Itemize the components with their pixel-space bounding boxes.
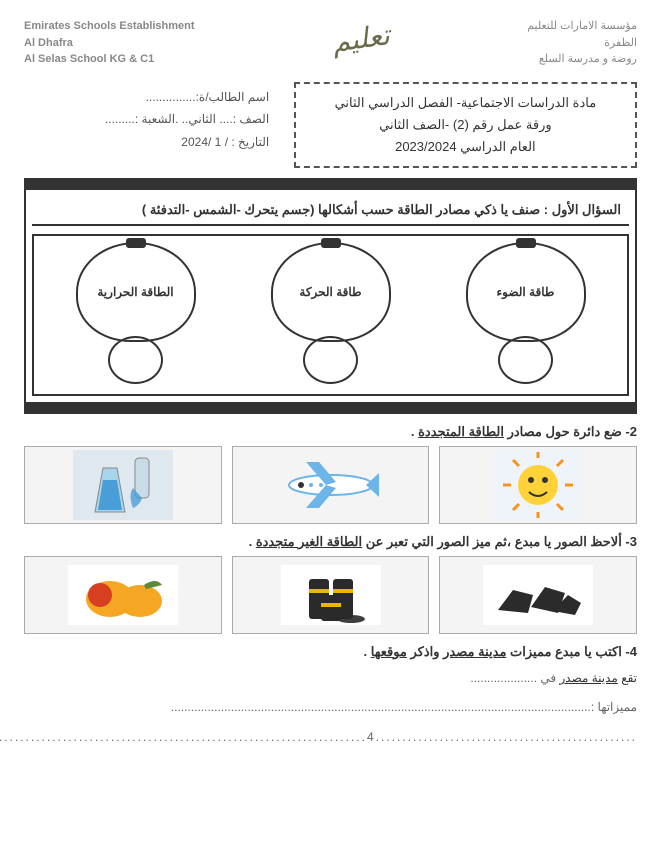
q1-frame: السؤال الأول : صنف يا ذكي مصادر الطاقة ح… — [24, 178, 637, 414]
q4-line2: مميزاتها :..............................… — [24, 697, 637, 719]
plane-image[interactable] — [232, 446, 430, 524]
q3-text: 3- ألاحظ الصور يا مبدع ،ثم ميز الصور الت… — [24, 534, 637, 550]
header: Emirates Schools Establishment Al Dhafra… — [24, 18, 637, 68]
q4-title: 4- اكتب يا مبدع مميزات مدينة مصدر واذكر … — [24, 644, 637, 660]
header-left: Emirates Schools Establishment Al Dhafra… — [24, 18, 195, 68]
water-image[interactable] — [24, 446, 222, 524]
bulb-1-answer[interactable] — [498, 336, 553, 384]
bulb-2-answer[interactable] — [303, 336, 358, 384]
bulb-2-label: طاقة الحركة — [271, 242, 391, 342]
bulb-3-answer[interactable] — [108, 336, 163, 384]
sun-image[interactable] — [439, 446, 637, 524]
logo: تعليم — [320, 13, 403, 64]
bulb-1: طاقة الضوء — [438, 242, 614, 384]
bulbs-row: طاقة الضوء طاقة الحركة الطاقة الحرارية — [32, 234, 629, 396]
student-name: اسم الطالب/ة:............... — [24, 86, 269, 109]
student-grade: الصف :.... الثاني.. .الشعبة :......... — [24, 108, 269, 131]
info-row: مادة الدراسات الاجتماعية- الفصل الدراسي … — [24, 82, 637, 168]
q2-images — [24, 446, 637, 524]
q2-text: 2- ضع دائرة حول مصادر الطاقة المتجددة . — [24, 424, 637, 440]
subject-l2: ورقة عمل رقم (2) -الصف الثاني — [310, 114, 621, 136]
school-ar: روضة و مدرسة السلع — [527, 51, 637, 68]
school-en: Al Selas School KG & C1 — [24, 51, 195, 68]
mango-image[interactable] — [24, 556, 222, 634]
bulb-1-label: طاقة الضوء — [466, 242, 586, 342]
q3-images — [24, 556, 637, 634]
q1-title: السؤال الأول : صنف يا ذكي مصادر الطاقة ح… — [32, 196, 629, 226]
org-en: Emirates Schools Establishment — [24, 18, 195, 35]
barrel-image[interactable] — [232, 556, 430, 634]
student-box: اسم الطالب/ة:............... الصف :.... … — [24, 82, 269, 168]
bulb-3-label: الطاقة الحرارية — [76, 242, 196, 342]
q4-line3: ........................................… — [24, 727, 637, 749]
subject-box: مادة الدراسات الاجتماعية- الفصل الدراسي … — [294, 82, 637, 168]
bulb-3: الطاقة الحرارية — [48, 242, 224, 384]
header-right: مؤسسة الامارات للتعليم الظفرة روضة و مدر… — [527, 18, 637, 68]
region-en: Al Dhafra — [24, 35, 195, 52]
org-ar: مؤسسة الامارات للتعليم — [527, 18, 637, 35]
region-ar: الظفرة — [527, 35, 637, 52]
subject-l1: مادة الدراسات الاجتماعية- الفصل الدراسي … — [310, 92, 621, 114]
student-date: التاريخ : / 1 /2024 — [24, 131, 269, 154]
subject-l3: العام الدراسي 2023/2024 — [310, 136, 621, 158]
q4-line1: تقع مدينة مصدر في .................... — [24, 668, 637, 690]
bulb-2: طاقة الحركة — [243, 242, 419, 384]
coal-image[interactable] — [439, 556, 637, 634]
